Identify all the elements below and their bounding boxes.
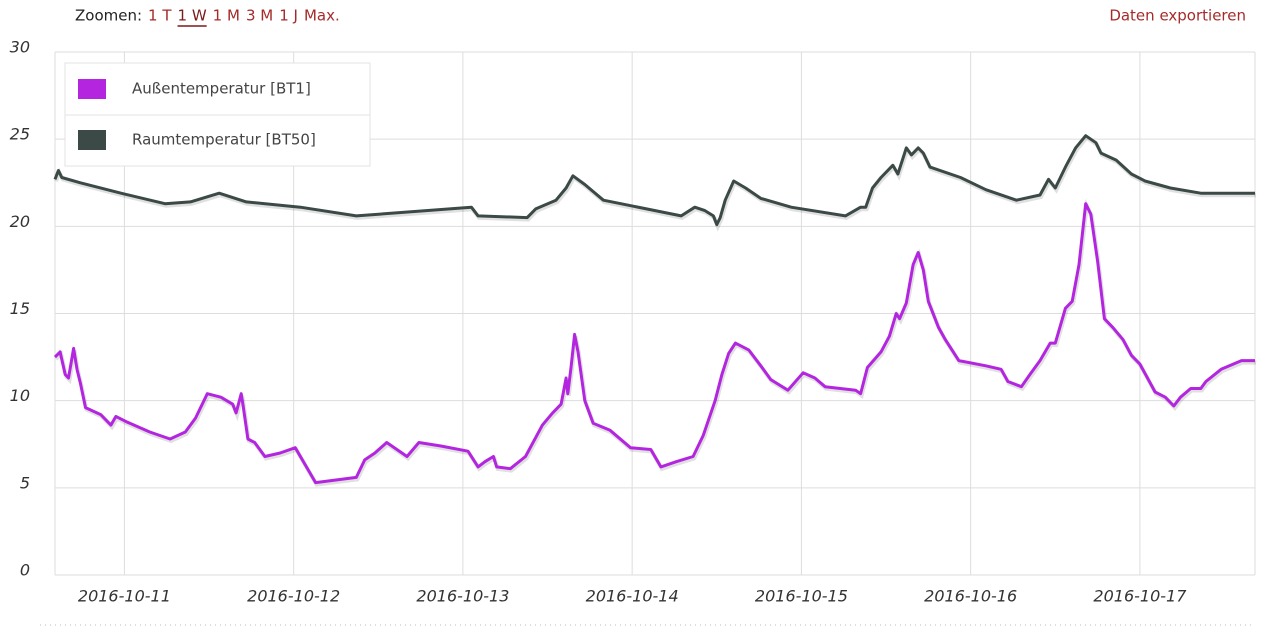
y-tick-label: 25: [10, 125, 30, 144]
legend-swatch: [78, 79, 106, 99]
y-tick-label: 15: [10, 299, 30, 318]
zoom-option[interactable]: 3 M: [246, 7, 273, 25]
legend-label: Außentemperatur [BT1]: [132, 80, 311, 98]
x-tick-label: 2016-10-12: [247, 587, 340, 606]
x-tick-label: 2016-10-14: [586, 587, 679, 606]
x-tick-label: 2016-10-15: [755, 587, 848, 606]
series-line: [53, 134, 1255, 227]
x-tick-label: 2016-10-17: [1093, 587, 1187, 606]
y-tick-label: 10: [10, 386, 30, 405]
y-tick-label: 0: [20, 561, 30, 580]
x-tick-label: 2016-10-16: [924, 587, 1017, 606]
line-shadow: [54, 135, 1256, 232]
y-tick-label: 20: [10, 212, 30, 231]
line-shadow: [54, 198, 1256, 487]
zoom-option[interactable]: 1 M: [213, 7, 240, 25]
zoom-label: Zoomen:: [75, 7, 142, 25]
y-tick-label: 30: [10, 38, 30, 57]
zoom-option[interactable]: Max.: [304, 7, 340, 25]
zoom-option[interactable]: 1 T: [148, 7, 172, 25]
legend-label: Raumtemperatur [BT50]: [132, 131, 316, 149]
zoom-option[interactable]: 1 W: [178, 7, 207, 25]
x-tick-label: 2016-10-13: [416, 587, 509, 606]
y-tick-label: 5: [20, 473, 30, 492]
x-tick-label: 2016-10-11: [78, 587, 171, 606]
export-link[interactable]: Daten exportieren: [1109, 7, 1246, 25]
zoom-option[interactable]: 1 J: [279, 7, 298, 25]
legend-swatch: [78, 130, 106, 150]
series-line: [53, 202, 1255, 485]
